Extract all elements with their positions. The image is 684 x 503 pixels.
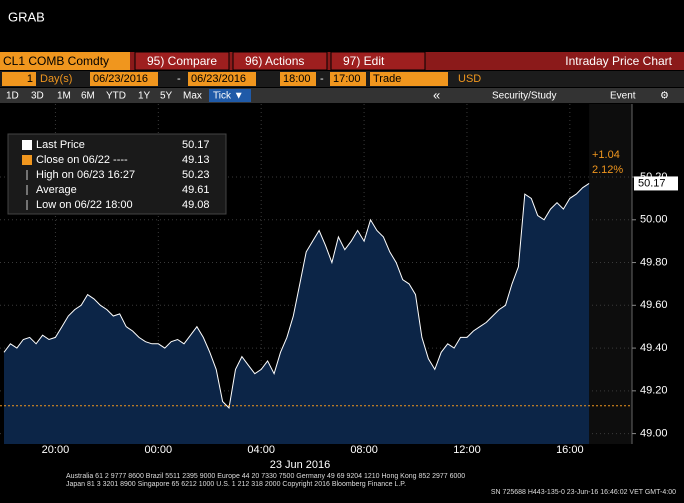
separator: - — [177, 73, 181, 85]
price-line — [3, 182, 590, 409]
x-tick-label: 12:00 — [453, 444, 481, 456]
x-tick-label: 16:00 — [556, 444, 584, 456]
start-date-box[interactable] — [90, 72, 158, 86]
last-price-tag — [634, 176, 678, 191]
last-price-label: 50.17 — [638, 177, 666, 189]
y-tick-label: 49.40 — [640, 342, 668, 354]
period-button[interactable]: Max — [183, 91, 202, 102]
x-tick-label: 08:00 — [350, 444, 378, 456]
start-time-box[interactable] — [280, 72, 316, 86]
toolbar-button-label[interactable]: 95) Compare — [147, 54, 217, 68]
legend-value: 50.23 — [182, 169, 210, 181]
x-date-label: 23 Jun 2016 — [270, 459, 331, 471]
x-tick-label: 20:00 — [42, 444, 70, 456]
collapse-button[interactable]: « — [433, 87, 440, 102]
footer-line: SN 725688 H443-135-0 23-Jun-16 16:46:02 … — [491, 489, 676, 496]
change: +1.04 — [592, 149, 620, 161]
currency[interactable]: USD — [458, 73, 481, 85]
toolbar-button-label[interactable]: 97) Edit — [343, 54, 385, 68]
legend-label: Average — [36, 184, 77, 196]
x-tick-label: 00:00 — [145, 444, 173, 456]
footer-line: Australia 61 2 9777 8600 Brazil 5511 239… — [66, 473, 465, 480]
toolbar-button-label[interactable]: 96) Actions — [245, 54, 304, 68]
area-fill — [4, 183, 590, 444]
period-button[interactable]: 1D — [6, 91, 19, 102]
y-tick-label: 49.80 — [640, 256, 668, 268]
y-tick-label: 50.00 — [640, 214, 668, 226]
legend-value: 49.61 — [182, 184, 210, 196]
legend-label: Last Price — [36, 139, 85, 151]
security[interactable]: CL1 COMB Comdty — [3, 54, 109, 68]
y-tick-label: 49.60 — [640, 299, 668, 311]
security-box[interactable] — [0, 52, 130, 70]
change-pct: 2.12% — [592, 164, 623, 176]
period-box[interactable] — [2, 72, 36, 86]
period-unit[interactable]: Day(s) — [40, 73, 72, 85]
end-date[interactable]: 06/23/2016 — [191, 73, 246, 85]
start-time[interactable]: 18:00 — [283, 73, 311, 85]
selected-period-box[interactable] — [209, 89, 251, 102]
start-date[interactable]: 06/23/2016 — [93, 73, 148, 85]
legend-swatch — [22, 140, 32, 150]
legend-label: Low on 06/22 18:00 — [36, 199, 133, 211]
y-tick-label: 49.00 — [640, 427, 668, 439]
y-tick-label: 49.20 — [640, 385, 668, 397]
legend-value: 49.13 — [182, 154, 210, 166]
x-tick-label: 04:00 — [247, 444, 275, 456]
period[interactable]: 1 — [27, 73, 33, 85]
selected-period[interactable]: Tick ▼ — [213, 91, 244, 102]
period-bar — [0, 88, 684, 103]
event-box[interactable] — [370, 72, 448, 86]
event-button[interactable]: Event — [610, 91, 636, 102]
legend-box — [7, 133, 227, 215]
study-button[interactable]: Security/Study — [492, 91, 556, 102]
window-title: GRAB — [8, 9, 45, 24]
settings-icon[interactable]: ⚙ — [660, 91, 669, 102]
footer-line: Japan 81 3 3201 8900 Singapore 65 6212 1… — [66, 481, 406, 488]
event-type[interactable]: Trade — [373, 73, 401, 85]
period-button[interactable]: YTD — [106, 91, 126, 102]
period-button[interactable]: 6M — [81, 91, 95, 102]
legend-value: 50.17 — [182, 139, 210, 151]
future-region — [589, 104, 632, 444]
end-date-box[interactable] — [188, 72, 256, 86]
legend-swatch — [22, 155, 32, 165]
legend-label: High on 06/23 16:27 — [36, 169, 135, 181]
end-time[interactable]: 17:00 — [333, 73, 361, 85]
separator: - — [320, 73, 324, 85]
period-button[interactable]: 1Y — [138, 91, 151, 102]
period-button[interactable]: 3D — [31, 91, 44, 102]
period-button[interactable]: 1M — [57, 91, 71, 102]
end-time-box[interactable] — [330, 72, 366, 86]
toolbar-button[interactable] — [232, 51, 328, 71]
toolbar-button[interactable] — [330, 51, 426, 71]
view-title: Intraday Price Chart — [565, 54, 672, 68]
legend-value: 49.08 — [182, 199, 210, 211]
toolbar-button[interactable] — [134, 51, 230, 71]
legend-label: Close on 06/22 ---- — [36, 154, 128, 166]
period-button[interactable]: 5Y — [160, 91, 173, 102]
